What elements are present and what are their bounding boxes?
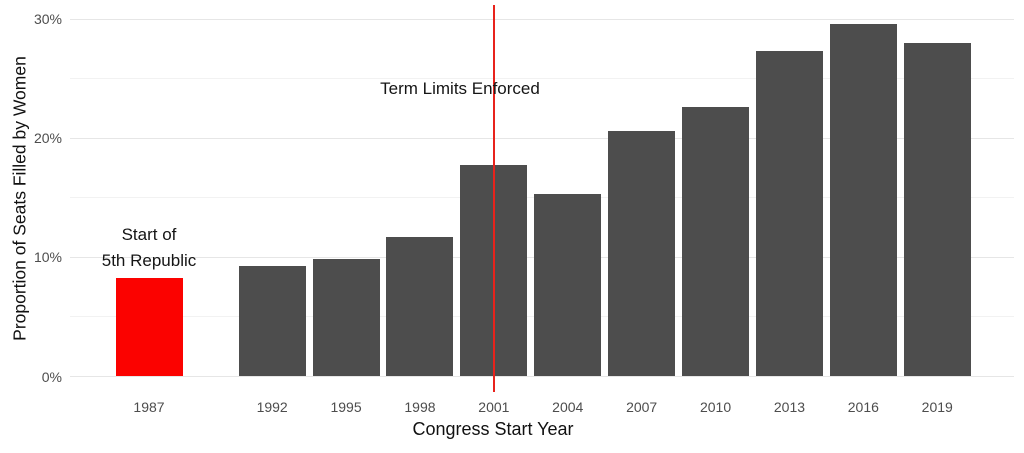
x-axis-tick-label: 2007 xyxy=(626,399,658,415)
annotation-start-line1: Start of xyxy=(121,225,177,244)
gridline-major xyxy=(70,376,1014,377)
x-axis-tick-label: 1987 xyxy=(133,399,165,415)
term-limits-vline xyxy=(492,5,495,392)
y-axis-title: Proportion of Seats Filled by Women xyxy=(9,56,30,341)
gridline-major xyxy=(70,137,1014,139)
x-axis-title: Congress Start Year xyxy=(412,419,574,439)
annotation-start-line2: 5th Republic xyxy=(101,251,197,270)
x-axis-tick-label: 2019 xyxy=(921,399,953,415)
bar-2010 xyxy=(682,107,750,377)
bar-2016 xyxy=(829,24,897,377)
bar-2004 xyxy=(534,194,602,377)
annotation-term-limits-enforced: Term Limits Enforced xyxy=(380,79,540,98)
bar-1992 xyxy=(238,265,306,377)
y-axis-tick-label: 0% xyxy=(41,368,62,385)
x-axis-tick-label: 2013 xyxy=(773,399,806,415)
y-axis-tick-label: 10% xyxy=(33,249,62,266)
y-axis-tick-label: 30% xyxy=(33,11,62,28)
bar-2013 xyxy=(755,51,823,377)
x-axis-tick-label: 2016 xyxy=(847,399,879,415)
bar-1987 xyxy=(115,277,183,377)
annotation-start-of-5th-republic: Start of 5th Republic xyxy=(102,222,197,274)
bar-2019 xyxy=(903,43,971,377)
x-axis-tick-label: 1995 xyxy=(330,399,362,415)
x-axis-tick-label: 1992 xyxy=(256,399,288,415)
bar-2007 xyxy=(608,131,676,377)
bar-1998 xyxy=(386,237,454,377)
x-axis-tick-label: 1998 xyxy=(404,399,436,415)
gridline-minor xyxy=(70,78,1014,80)
gridline-major xyxy=(70,18,1014,20)
y-axis-tick-label: 20% xyxy=(33,130,62,147)
x-axis-tick-label: 2004 xyxy=(552,399,584,415)
x-axis-tick-label: 2010 xyxy=(699,399,732,415)
bar-1995 xyxy=(312,258,380,377)
x-axis-tick-label: 2001 xyxy=(478,399,510,415)
